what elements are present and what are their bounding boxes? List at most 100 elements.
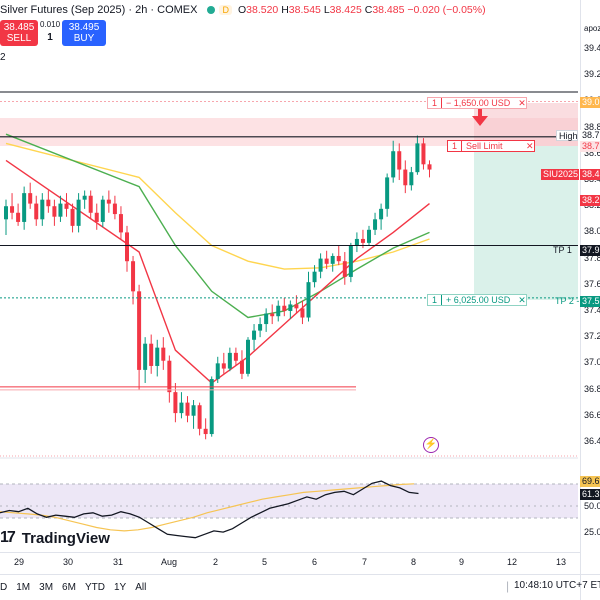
candle [300,300,305,325]
time-tick: Aug [161,557,178,567]
candle [125,225,129,272]
candle [342,252,347,285]
ema-slow-line [5,142,430,270]
rsi-ma-line [0,483,415,532]
tp1-label: TP 1 [553,245,572,255]
price-change: −0.020 (−0.05%) [407,4,486,16]
ema-mid-line [5,133,430,319]
candle [227,347,232,372]
delay-badge: D [219,5,232,15]
candle [167,355,172,403]
price-tick: 39.2 [584,69,600,80]
ohlc-values: O38.520 H38.545 L38.425 C38.485 −0.020 (… [237,4,486,16]
candle [367,225,371,246]
price-tick: 39.4 [584,43,600,54]
symbol-legend[interactable]: Silver Futures (Sep 2025) · 2h · COMEX D… [0,2,486,18]
buy-button[interactable]: 38.495 BUY [62,20,106,46]
candle [373,212,378,236]
candle [179,392,184,419]
time-tick: 6 [312,557,318,567]
candle [312,265,317,288]
sell-limit-order[interactable]: 1 Sell Limit ✕ [447,140,535,152]
price-tick: 37.0 [584,357,600,368]
clock[interactable]: 10:48:10 UTC+7 ET [514,580,600,591]
candle [118,206,123,239]
candle [318,253,323,279]
candle [215,356,220,383]
candle [221,352,226,374]
time-tick: 5 [262,557,268,567]
candle [246,337,250,377]
time-tick: 13 [556,557,567,567]
close-icon[interactable]: ✕ [518,294,526,305]
range-6m[interactable]: 6M [62,582,76,593]
time-tick: 8 [411,557,417,567]
time-tick: 31 [113,557,124,567]
candle [397,143,402,181]
tv-logo-icon: 17 [0,529,16,546]
symbol-title[interactable]: Silver Futures (Sep 2025) · 2h · COMEX [0,4,198,16]
rsi-value-tag: 61.3 [580,489,600,500]
candle [354,232,359,253]
candle [10,193,15,220]
candle [421,138,426,170]
sell-arrow-icon [472,108,488,126]
high-price-tag: 38.7 [580,130,600,141]
tp2-label: TP 2 - [555,296,580,306]
price-tick: 38.0 [584,226,600,237]
alert-bolt-icon[interactable]: ⚡ [423,437,439,453]
price-chart[interactable] [0,0,580,552]
candle [324,250,329,270]
range-1d[interactable]: D [0,582,8,593]
time-axis[interactable] [0,552,580,574]
candle [58,195,63,222]
tp1-price-tag: 37.9 [580,245,600,256]
candle [155,339,160,377]
stop-loss-label[interactable]: 1 − 1,650.00 USD ✕ [427,97,527,109]
candle [330,253,335,272]
rsi-tick: 50.0 [584,501,600,511]
candle [391,140,396,183]
range-ytd[interactable]: YTD [84,582,105,593]
market-status-icon [207,6,216,14]
date-range-bar: D 1M 3M 6M YTD 1Y All | [0,574,600,600]
rsi-tick: 25.0 [584,527,600,537]
candle [112,195,117,220]
last-price-tag: 38.4 [580,169,600,180]
candle [427,160,432,178]
candle [239,350,244,380]
quantity-field[interactable]: 1 [47,32,53,43]
candle [143,337,148,383]
scale-unit: apoz [584,24,600,33]
candle [197,402,202,436]
candle [270,304,275,325]
range-3m[interactable]: 3M [39,582,54,593]
candle [336,245,341,266]
time-tick: 29 [14,557,25,567]
candle [161,337,166,370]
time-tick: 2 [213,557,219,567]
candle [173,382,178,423]
tradingview-logo: 17 TradingView [0,529,110,547]
take-profit-label[interactable]: 1 + 6,025.00 USD ✕ [427,294,527,306]
ema-fast-line [5,159,430,384]
candle [233,347,238,366]
close-icon[interactable]: ✕ [518,97,526,108]
range-1y[interactable]: 1Y [113,582,127,593]
candle [88,190,93,220]
candle [264,308,269,332]
calendar-icon[interactable]: | [506,579,510,593]
candle [82,190,87,209]
candle [64,193,69,217]
range-1m[interactable]: 1M [16,582,31,593]
collapse-indicators-button[interactable]: 2 [0,52,6,63]
price-tick: 37.4 [584,304,600,315]
stop-price-tag: 39.0 [580,97,600,108]
candle [46,190,51,213]
range-all[interactable]: All [135,582,147,593]
candle [34,195,39,226]
candle [191,400,196,429]
candle [40,193,45,226]
close-icon[interactable]: ✕ [526,140,534,151]
sell-button[interactable]: 38.485 SELL [0,20,38,46]
